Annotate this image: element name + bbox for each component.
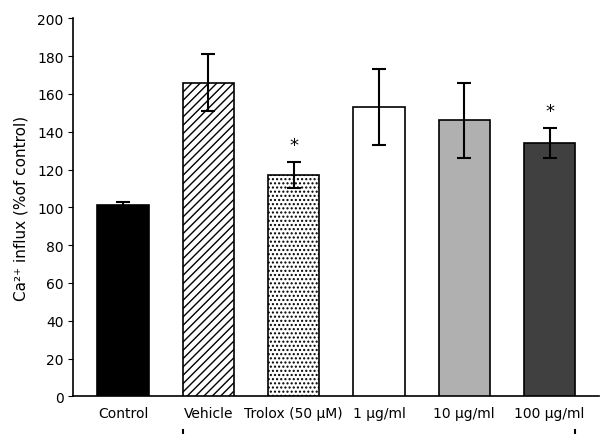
Bar <box>353 108 405 397</box>
Text: *: * <box>289 137 298 155</box>
Bar <box>268 176 319 397</box>
Bar <box>97 206 148 397</box>
Y-axis label: Ca²⁺ influx (%of control): Ca²⁺ influx (%of control) <box>14 115 29 300</box>
Bar <box>524 144 575 397</box>
Text: *: * <box>545 103 554 121</box>
Bar <box>183 83 234 397</box>
Bar <box>439 121 490 397</box>
